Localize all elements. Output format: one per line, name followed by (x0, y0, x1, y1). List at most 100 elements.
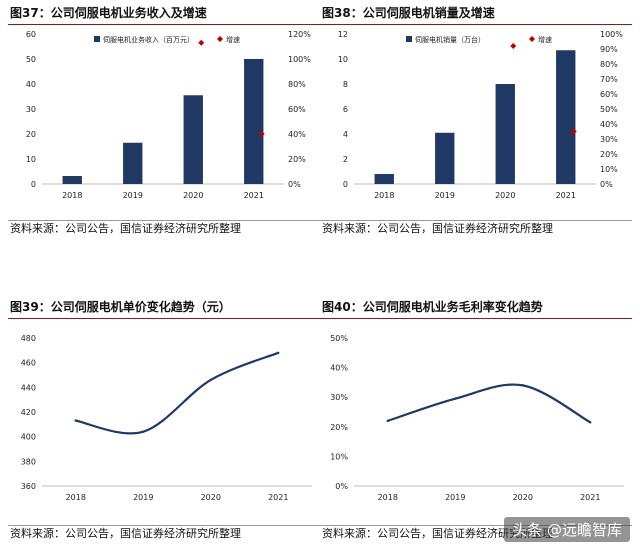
y2-tick-label: 70% (600, 75, 618, 84)
y-tick-label: 480 (21, 334, 36, 343)
y-tick-label: 10% (330, 452, 348, 461)
legend-label-growth: 增速 (226, 35, 240, 44)
data-point-2021 (277, 351, 280, 354)
source-note: 资料来源：公司公告，国信证券经济研究所整理 (320, 525, 632, 542)
y-tick-label: 30 (26, 105, 36, 114)
y-tick-label: 0% (335, 482, 348, 491)
y2-tick-label: 90% (600, 45, 618, 54)
y2-tick-label: 0% (288, 180, 301, 189)
y-tick-label: 0 (31, 180, 36, 189)
legend-swatch-bar (94, 36, 100, 42)
y2-tick-label: 100% (288, 55, 311, 64)
legend-label-bar: 伺服电机销量（万台） (415, 35, 485, 44)
chart-unit-price: 360 380 400 420 440 460 480 2018 2019 2020 2021 (21, 334, 312, 502)
data-point-2018 (386, 419, 389, 423)
y2-tick-label: 10% (600, 165, 618, 174)
y-tick-label: 30% (330, 393, 348, 402)
y-tick-label: 380 (21, 457, 36, 466)
bar-2019 (435, 132, 455, 184)
y-tick-label: 0 (343, 180, 348, 189)
y2-tick-label: 40% (288, 130, 306, 139)
watermark: 头条 @远瞻智库 (504, 517, 630, 542)
x-tick-label: 2021 (580, 493, 600, 502)
x-tick-label: 2018 (378, 493, 398, 502)
y2-tick-label: 60% (288, 105, 306, 114)
chart-gross-margin: 0% 10% 20% 30% 40% 50% 2018 2019 2020 2021 (330, 334, 624, 502)
y2-tick-label: 20% (288, 155, 306, 164)
y-tick-label: 12 (338, 30, 348, 39)
growth-point-2020 (198, 39, 205, 46)
x-tick-label: 2019 (435, 191, 455, 200)
x-tick-label: 2019 (133, 493, 153, 502)
y-tick-label: 40% (330, 364, 348, 373)
chart-panel-volume: 图38：公司伺服电机销量及增速 0 2 4 6 8 10 12 0% 10% 20% 30% 40% 5… (320, 2, 632, 235)
y-tick-label: 8 (343, 80, 348, 89)
y-tick-label: 20% (330, 423, 348, 432)
y-tick-label: 40 (26, 80, 36, 89)
x-tick-label: 2020 (495, 191, 515, 200)
data-point-2021 (589, 421, 592, 424)
y-tick-label: 360 (21, 482, 36, 491)
chart-revenue-growth: 0 10 20 30 40 50 60 0% 20% 40% 60% 80% 100% 120% 2018 2… (26, 30, 311, 200)
series-line (75, 351, 279, 435)
y-tick-label: 20 (26, 130, 36, 139)
chart-panel-gross-margin: 图40：公司伺服电机业务毛利率变化趋势 0% 10% 20% 30% 40% 50% 201… (320, 296, 632, 540)
data-point-2019 (454, 397, 457, 400)
bar-2019 (123, 142, 143, 184)
y-tick-label: 420 (21, 408, 36, 417)
y2-tick-label: 60% (600, 90, 618, 99)
bar-2020 (183, 95, 203, 184)
chart-panel-unit-price: 图39：公司伺服电机单价变化趋势（元） 360 380 400 420 440 460 48… (8, 296, 320, 540)
legend-swatch-growth (217, 36, 223, 42)
series-line (387, 383, 591, 424)
data-point-2020 (521, 384, 524, 387)
x-tick-label: 2018 (66, 493, 86, 502)
y-tick-label: 2 (343, 155, 348, 164)
bar-2020 (495, 84, 515, 184)
x-tick-label: 2019 (445, 493, 465, 502)
bar-2021 (556, 50, 576, 184)
legend-label-growth: 增速 (538, 35, 552, 44)
x-tick-label: 2020 (201, 493, 221, 502)
x-tick-label: 2018 (374, 191, 394, 200)
data-point-2019 (142, 430, 145, 433)
x-tick-label: 2020 (183, 191, 203, 200)
y2-tick-label: 40% (600, 120, 618, 129)
y2-tick-label: 30% (600, 135, 618, 144)
x-tick-label: 2021 (244, 191, 264, 200)
y-tick-label: 10 (26, 155, 36, 164)
legend-swatch-growth (529, 36, 535, 42)
source-note: 资料来源：公司公告，国信证券经济研究所整理 (8, 525, 320, 542)
x-tick-label: 2018 (62, 191, 82, 200)
y-tick-label: 60 (26, 30, 36, 39)
y2-tick-label: 100% (600, 30, 623, 39)
y-tick-label: 50 (26, 55, 36, 64)
chart-panel-revenue: 图37：公司伺服电机业务收入及增速 0 10 20 30 40 50 60 0% 20% 40% 6… (8, 2, 320, 235)
x-tick-label: 2021 (556, 191, 576, 200)
bar-2021 (244, 59, 264, 184)
y-tick-label: 460 (21, 359, 36, 368)
x-tick-label: 2021 (268, 493, 288, 502)
bar-2018 (374, 174, 394, 184)
y-tick-label: 4 (343, 130, 348, 139)
y-tick-label: 50% (330, 334, 348, 343)
legend-swatch-bar (406, 36, 412, 42)
y2-tick-label: 20% (600, 150, 618, 159)
source-note: 资料来源：公司公告，国信证券经济研究所整理 (320, 220, 632, 237)
legend-label-bar: 伺服电机业务收入（百万元） (103, 35, 194, 44)
data-point-2018 (74, 419, 77, 422)
chart-title: 图39：公司伺服电机单价变化趋势（元） (8, 296, 320, 319)
y2-tick-label: 50% (600, 105, 618, 114)
growth-point-2020 (510, 43, 517, 49)
x-tick-label: 2020 (513, 493, 533, 502)
bar-2018 (62, 176, 82, 184)
y-tick-label: 6 (343, 105, 348, 114)
chart-volume-growth: 0 2 4 6 8 10 12 0% 10% 20% 30% 40% 50% 60% 70% 80% 90% 10… (338, 30, 623, 200)
x-tick-label: 2019 (123, 191, 143, 200)
source-note: 资料来源：公司公告，国信证券经济研究所整理 (8, 220, 320, 237)
y-tick-label: 400 (21, 433, 36, 442)
y2-tick-label: 80% (600, 60, 618, 69)
chart-title: 图37：公司伺服电机业务收入及增速 (8, 2, 320, 25)
growth-point-2021 (258, 131, 265, 137)
growth-point-2021 (570, 128, 577, 135)
